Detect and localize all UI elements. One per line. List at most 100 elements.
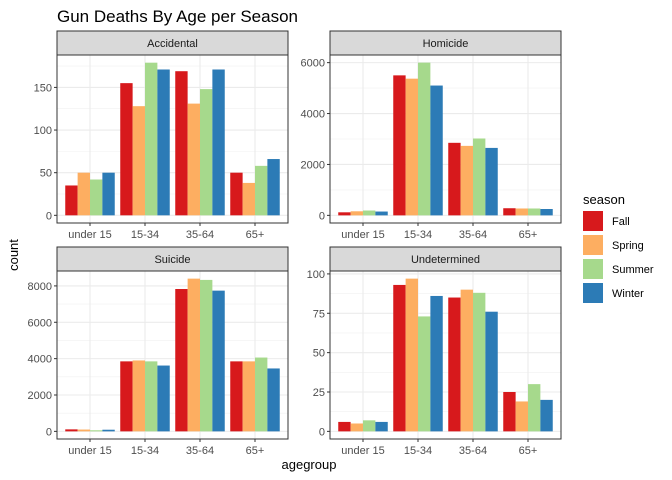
facet-panel-suicide: Suicide 0 2000 4000 6000 8000 under 15 15-34 35-… [28, 246, 289, 457]
y-tick-label: 150 [34, 82, 52, 94]
panel-border [329, 270, 562, 440]
bar-spring [460, 145, 473, 216]
y-tick-label: 0 [319, 210, 325, 222]
x-tick-label: under 15 [68, 445, 111, 457]
bar-summer [145, 361, 158, 432]
y-tick-label: 50 [40, 168, 52, 180]
legend-key-fall [583, 211, 603, 231]
bar-summer [145, 62, 158, 216]
legend-label-fall: Fall [612, 216, 630, 228]
bar-spring [132, 106, 145, 216]
legend-title: season [583, 192, 625, 207]
legend-key-spring [583, 235, 603, 255]
y-tick-label: 2000 [301, 159, 325, 171]
x-tick-label: 65+ [519, 445, 538, 457]
bar-summer [528, 208, 541, 216]
legend-label-winter: Winter [612, 288, 644, 300]
x-tick-label: under 15 [68, 229, 111, 241]
bar-fall [65, 429, 78, 432]
y-tick-label: 2000 [28, 390, 52, 402]
facet-strip-label: Undetermined [411, 254, 480, 266]
x-tick-label: 35-64 [186, 229, 214, 241]
bar-summer [473, 292, 486, 432]
facet-panel-homicide: Homicide 0 2000 4000 6000 under 15 15-34 35-64 6… [301, 30, 562, 241]
bar-spring [77, 429, 90, 432]
bar-fall [503, 392, 516, 432]
x-tick-label: 15-34 [131, 445, 159, 457]
bar-spring [77, 172, 90, 216]
chart-title: Gun Deaths By Age per Season [57, 7, 298, 26]
y-tick-label: 8000 [28, 281, 52, 293]
bar-spring [515, 401, 528, 432]
facet-strip-label: Homicide [423, 38, 469, 50]
y-tick-label: 100 [307, 269, 325, 281]
x-tick-label: 35-64 [186, 445, 214, 457]
bar-fall [448, 297, 461, 432]
bar-summer [255, 165, 268, 216]
bar-summer [200, 89, 213, 216]
bar-spring [187, 103, 200, 216]
bar-summer [363, 210, 376, 216]
y-tick-label: 100 [34, 125, 52, 137]
bar-winter [485, 311, 498, 432]
bar-winter [267, 368, 280, 432]
bar-winter [102, 172, 115, 216]
bar-fall [448, 142, 461, 216]
facet-strip-label: Accidental [147, 38, 198, 50]
bar-summer [90, 179, 103, 216]
facet-strip [329, 246, 562, 272]
bar-spring [350, 211, 363, 216]
facet-strip [329, 30, 562, 56]
bar-summer [473, 138, 486, 216]
y-tick-label: 6000 [301, 58, 325, 70]
y-tick-label: 0 [319, 426, 325, 438]
bar-fall [338, 421, 351, 432]
bar-winter [375, 211, 388, 216]
panel-border [56, 270, 289, 440]
facet-panel-undetermined: Undetermined 0 25 50 75 100 under 15 15-34 35-64… [307, 246, 562, 457]
bar-fall [175, 289, 188, 432]
bar-fall [230, 172, 243, 216]
bar-summer [200, 279, 213, 432]
legend-key-winter [583, 283, 603, 303]
y-tick-label: 50 [313, 348, 325, 360]
facet-panels: Accidental 0 50 100 150 under 15 15-34 35-64 65+… [28, 30, 562, 457]
y-tick-label: 25 [313, 387, 325, 399]
x-axis-title: agegroup [282, 457, 337, 472]
y-axis-title: count [6, 239, 21, 271]
bar-fall [230, 361, 243, 432]
x-tick-label: 15-34 [404, 445, 432, 457]
bar-winter [430, 85, 443, 216]
bar-winter [485, 147, 498, 216]
y-tick-label: 75 [313, 308, 325, 320]
x-tick-label: 35-64 [459, 445, 487, 457]
bar-spring [515, 208, 528, 216]
x-tick-label: under 15 [341, 229, 384, 241]
y-tick-label: 4000 [28, 354, 52, 366]
x-tick-label: 35-64 [459, 229, 487, 241]
bar-summer [255, 357, 268, 432]
bar-fall [175, 71, 188, 216]
legend-label-spring: Spring [612, 240, 644, 252]
bar-summer [90, 430, 103, 432]
bar-spring [405, 278, 418, 432]
x-tick-label: 15-34 [131, 229, 159, 241]
bar-spring [242, 182, 255, 216]
panel-border [56, 54, 289, 224]
y-tick-label: 0 [46, 210, 52, 222]
bar-fall [393, 75, 406, 216]
bar-summer [363, 420, 376, 432]
facet-panel-accidental: Accidental 0 50 100 150 under 15 15-34 35-64 65+ [34, 30, 289, 241]
bar-winter [102, 429, 115, 432]
bar-spring [242, 361, 255, 432]
bar-fall [503, 208, 516, 216]
legend: season Fall Spring Summer Winter [583, 192, 654, 303]
bar-winter [157, 365, 170, 432]
bar-summer [418, 62, 431, 216]
bar-fall [393, 284, 406, 432]
facet-strip [56, 246, 289, 272]
bar-spring [350, 423, 363, 432]
bar-summer [418, 316, 431, 432]
bar-fall [120, 83, 133, 216]
